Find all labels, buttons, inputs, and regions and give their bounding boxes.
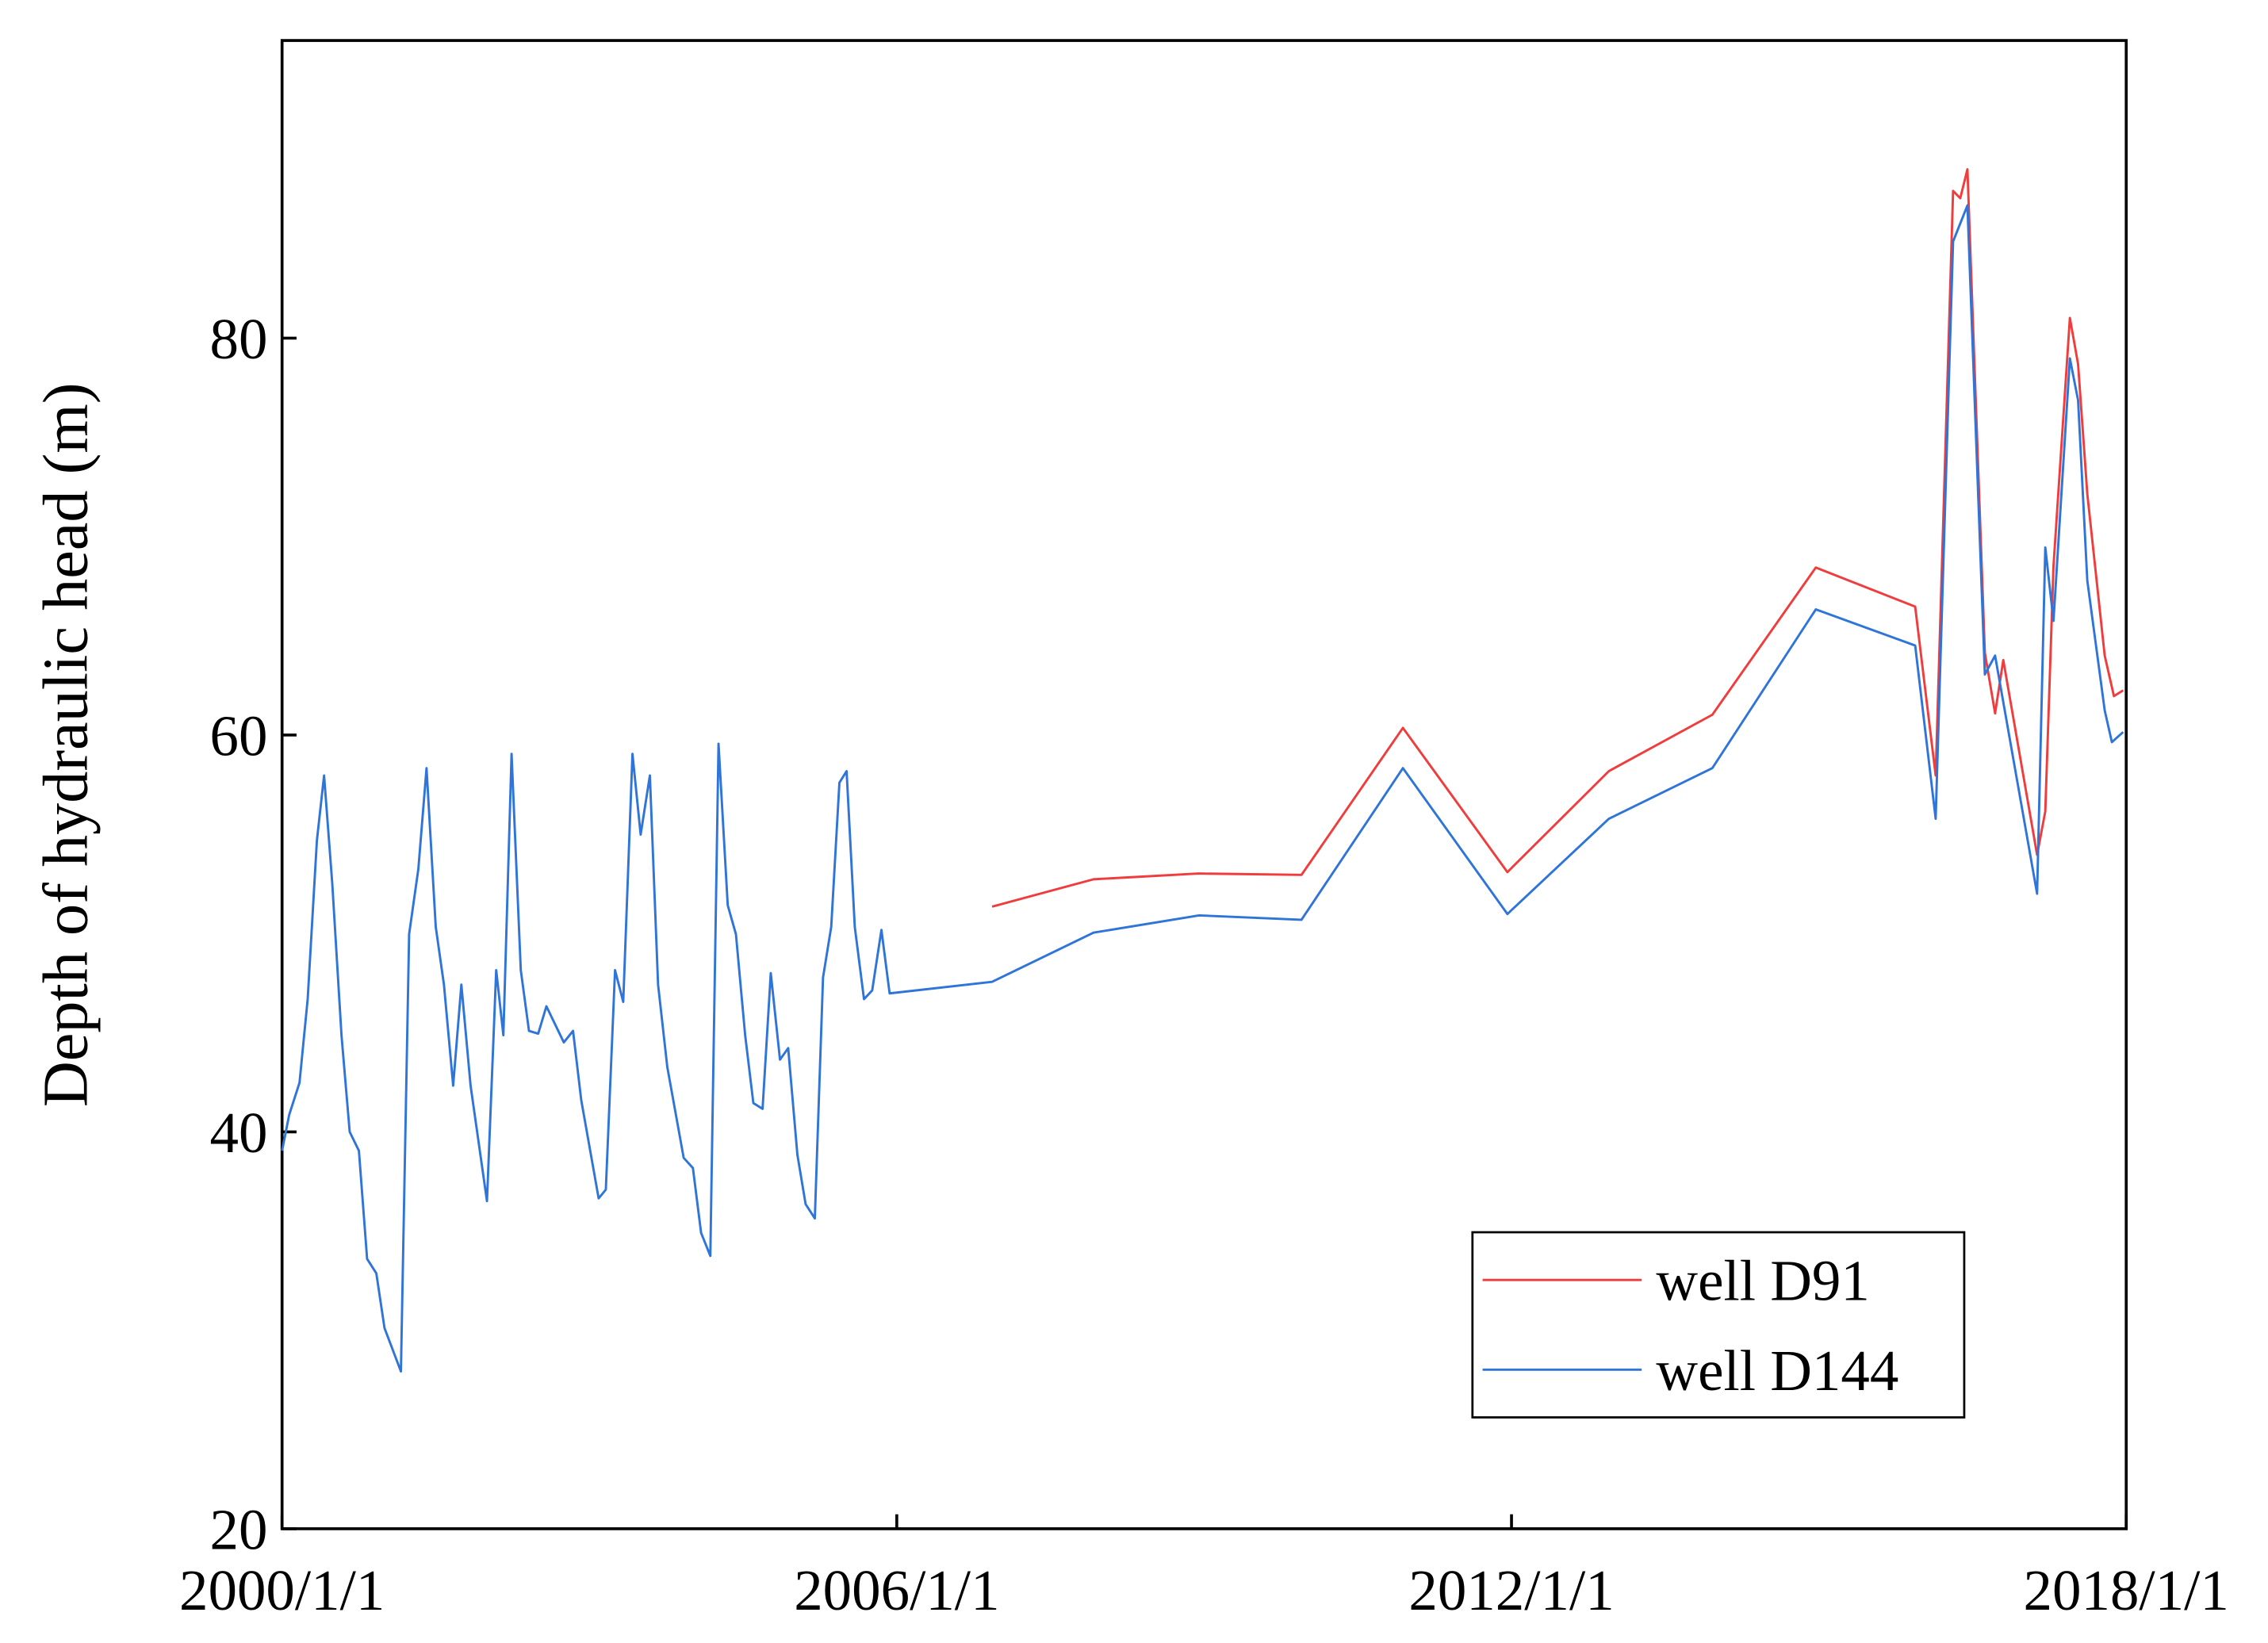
y-tick-label: 80 [210,307,268,371]
x-tick-label: 2000/1/1 [179,1558,385,1622]
x-tick-label: 2006/1/1 [794,1558,999,1622]
legend-label: well D91 [1656,1249,1869,1313]
legend-box [1471,1231,1966,1419]
x-tick-label: 2012/1/1 [1408,1558,1614,1622]
y-tick-label: 20 [210,1497,268,1561]
legend-label: well D144 [1656,1339,1898,1403]
plot-frame [280,39,2128,1530]
y-tick-label: 40 [210,1101,268,1165]
x-tick-label: 2018/1/1 [2024,1558,2229,1622]
y-tick-label: 60 [210,703,268,768]
y-axis-label: Depth of hydraulic head (m) [30,383,101,1108]
series-line [991,168,2124,908]
series-line [281,204,2124,1373]
